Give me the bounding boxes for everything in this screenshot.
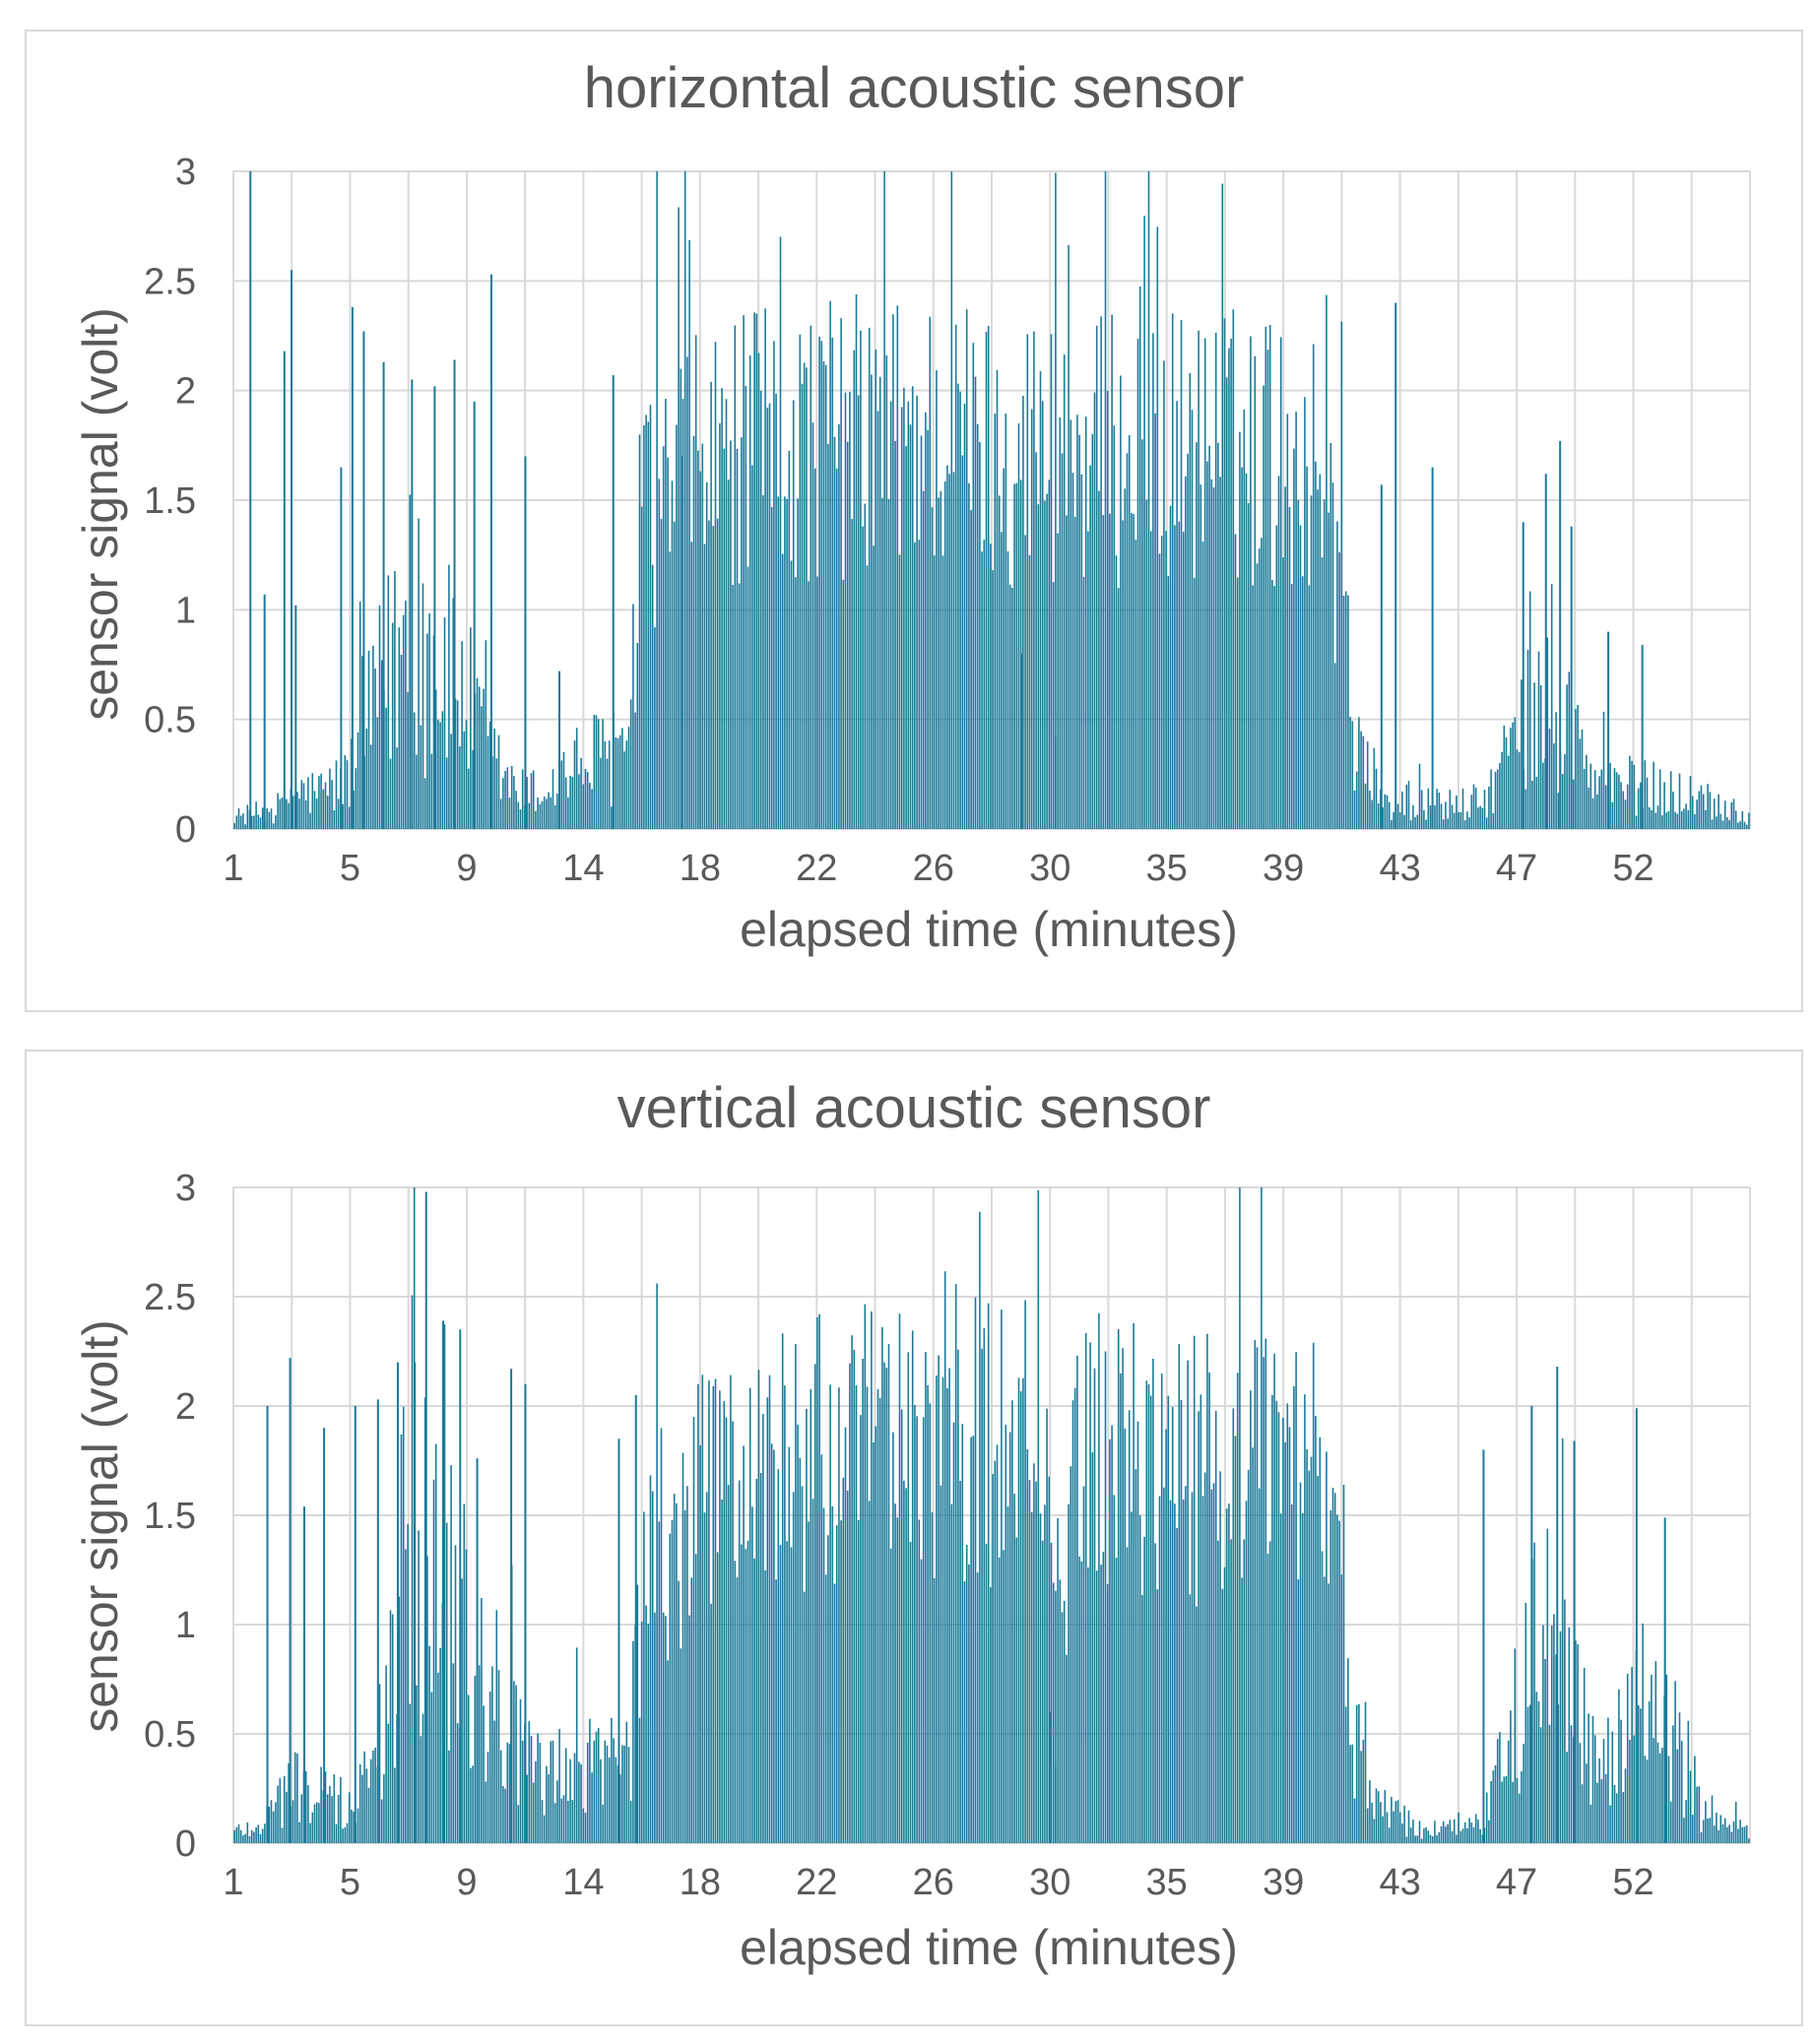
chart-panel-vertical: 0 0.5 1 1.5 2 2.5 3 1 5 9 14 18 22 26 30 35 39 43 47 52 ver… <box>25 1050 1803 2026</box>
x-axis-title: elapsed time (minutes) <box>740 902 1238 957</box>
chart-panel-horizontal: 0 0.5 1 1.5 2 2.5 3 1 5 9 14 18 22 26 30 35 39 43 47 52 hor… <box>25 30 1803 1012</box>
y-tick-label: 3 <box>175 152 196 193</box>
tick-labels: 0 0.5 1 1.5 2 2.5 3 1 5 9 14 18 22 26 30 35 39 43 47 52 <box>144 152 1654 889</box>
bars <box>233 1187 1750 1843</box>
x-tick-label: 43 <box>1379 848 1420 889</box>
y-tick-label: 0 <box>175 1823 196 1865</box>
y-tick-label: 2.5 <box>144 1277 196 1318</box>
x-tick-label: 22 <box>796 1862 837 1903</box>
x-tick-label: 47 <box>1496 848 1537 889</box>
y-tick-label: 2.5 <box>144 261 196 302</box>
x-tick-label: 35 <box>1146 1862 1188 1903</box>
y-tick-label: 0.5 <box>144 1714 196 1756</box>
x-tick-label: 30 <box>1029 1862 1070 1903</box>
y-tick-label: 0 <box>175 809 196 851</box>
y-axis-title: sensor signal (volt) <box>73 1319 128 1733</box>
vertical-sensor-chart: 0 0.5 1 1.5 2 2.5 3 1 5 9 14 18 22 26 30 35 39 43 47 52 ver… <box>73 1076 1751 1975</box>
x-tick-label: 39 <box>1263 848 1304 889</box>
bars <box>233 171 1750 829</box>
x-tick-label: 18 <box>680 1862 721 1903</box>
x-tick-label: 5 <box>340 848 360 889</box>
chart-title: vertical acoustic sensor <box>617 1076 1211 1140</box>
x-tick-label: 26 <box>913 1862 954 1903</box>
y-tick-label: 0.5 <box>144 700 196 741</box>
x-tick-label: 14 <box>562 1862 604 1903</box>
x-tick-label: 18 <box>680 848 721 889</box>
tick-labels: 0 0.5 1 1.5 2 2.5 3 1 5 9 14 18 22 26 30 35 39 43 47 52 <box>144 1168 1654 1903</box>
x-tick-label: 5 <box>340 1862 360 1903</box>
x-tick-label: 9 <box>456 848 477 889</box>
x-tick-label: 43 <box>1379 1862 1420 1903</box>
y-tick-label: 2 <box>175 1386 196 1428</box>
x-tick-label: 1 <box>223 848 243 889</box>
x-axis-title: elapsed time (minutes) <box>740 1920 1238 1975</box>
chart-title: horizontal acoustic sensor <box>584 56 1245 120</box>
x-tick-label: 26 <box>913 848 954 889</box>
y-tick-label: 3 <box>175 1168 196 1209</box>
gridlines <box>232 1186 1751 1844</box>
x-tick-label: 30 <box>1029 848 1070 889</box>
x-tick-label: 9 <box>456 1862 477 1903</box>
x-tick-label: 52 <box>1612 848 1654 889</box>
y-axis-title: sensor signal (volt) <box>73 307 128 721</box>
x-tick-label: 14 <box>562 848 604 889</box>
x-tick-label: 52 <box>1612 1862 1654 1903</box>
y-tick-label: 1.5 <box>144 480 196 522</box>
y-tick-label: 1 <box>175 1605 196 1646</box>
x-tick-label: 47 <box>1496 1862 1537 1903</box>
x-tick-label: 1 <box>223 1862 243 1903</box>
x-tick-label: 39 <box>1263 1862 1304 1903</box>
x-tick-label: 35 <box>1146 848 1188 889</box>
y-tick-label: 1 <box>175 590 196 631</box>
x-tick-label: 22 <box>796 848 837 889</box>
y-tick-label: 2 <box>175 371 196 413</box>
horizontal-sensor-chart: 0 0.5 1 1.5 2 2.5 3 1 5 9 14 18 22 26 30 35 39 43 47 52 hor… <box>73 56 1751 957</box>
y-tick-label: 1.5 <box>144 1496 196 1537</box>
